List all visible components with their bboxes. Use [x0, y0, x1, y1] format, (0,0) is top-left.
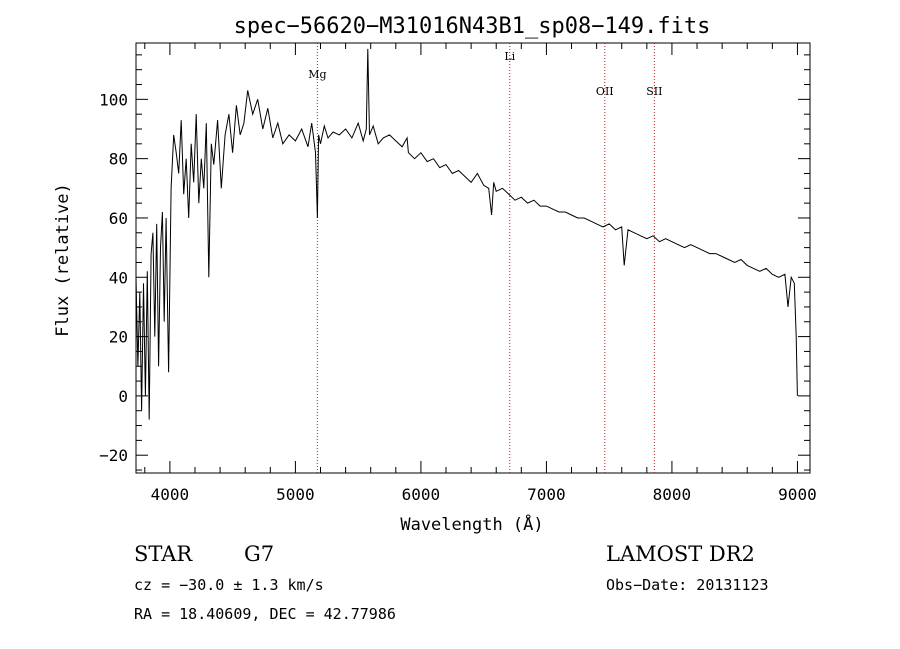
marker-label-oii: OII [596, 85, 614, 98]
y-tick-label: 100 [99, 90, 128, 109]
marker-label-li: Li [504, 50, 515, 63]
y-tick-labels: −20 0 20 40 60 80 100 [99, 90, 128, 465]
plot-frame [135, 42, 811, 474]
y-axis-label: Flux (relative) [53, 183, 73, 337]
x-tick-labels: 4000 5000 6000 7000 8000 9000 [151, 485, 817, 504]
x-tick-label: 8000 [653, 485, 692, 504]
survey-name: LAMOST DR2 [606, 542, 755, 566]
x-tick-label: 5000 [276, 485, 315, 504]
object-class: STAR [134, 542, 193, 566]
redshift-cz: cz = −30.0 ± 1.3 km/s [134, 576, 324, 594]
ra-dec-coordinates: RA = 18.40609, DEC = 42.77986 [134, 605, 396, 623]
plot-area: Mg Li OII SII [135, 42, 811, 474]
marker-label-mg: Mg [308, 68, 326, 81]
object-subclass: G7 [244, 542, 274, 566]
x-axis-label: Wavelength (Å) [400, 513, 543, 535]
x-tick-label: 7000 [527, 485, 566, 504]
observation-date: Obs−Date: 20131123 [606, 576, 769, 594]
marker-label-sii: SII [646, 85, 662, 98]
y-tick-label: 60 [109, 209, 128, 228]
y-tick-label: 20 [109, 328, 128, 347]
y-tick-label: 80 [109, 150, 128, 169]
x-tick-label: 4000 [151, 485, 190, 504]
spectrum-series-line [135, 48, 798, 420]
y-tick-label: −20 [99, 446, 128, 465]
x-tick-label: 9000 [778, 485, 817, 504]
chart-title: spec−56620−M31016N43B1_sp08−149.fits [234, 14, 711, 39]
y-tick-label: 0 [118, 387, 128, 406]
info-panel: STAR G7 LAMOST DR2 cz = −30.0 ± 1.3 km/s… [134, 542, 769, 623]
spectral-line-markers: Mg Li OII SII [308, 43, 662, 473]
y-tick-label: 40 [109, 268, 128, 287]
x-tick-label: 6000 [402, 485, 441, 504]
